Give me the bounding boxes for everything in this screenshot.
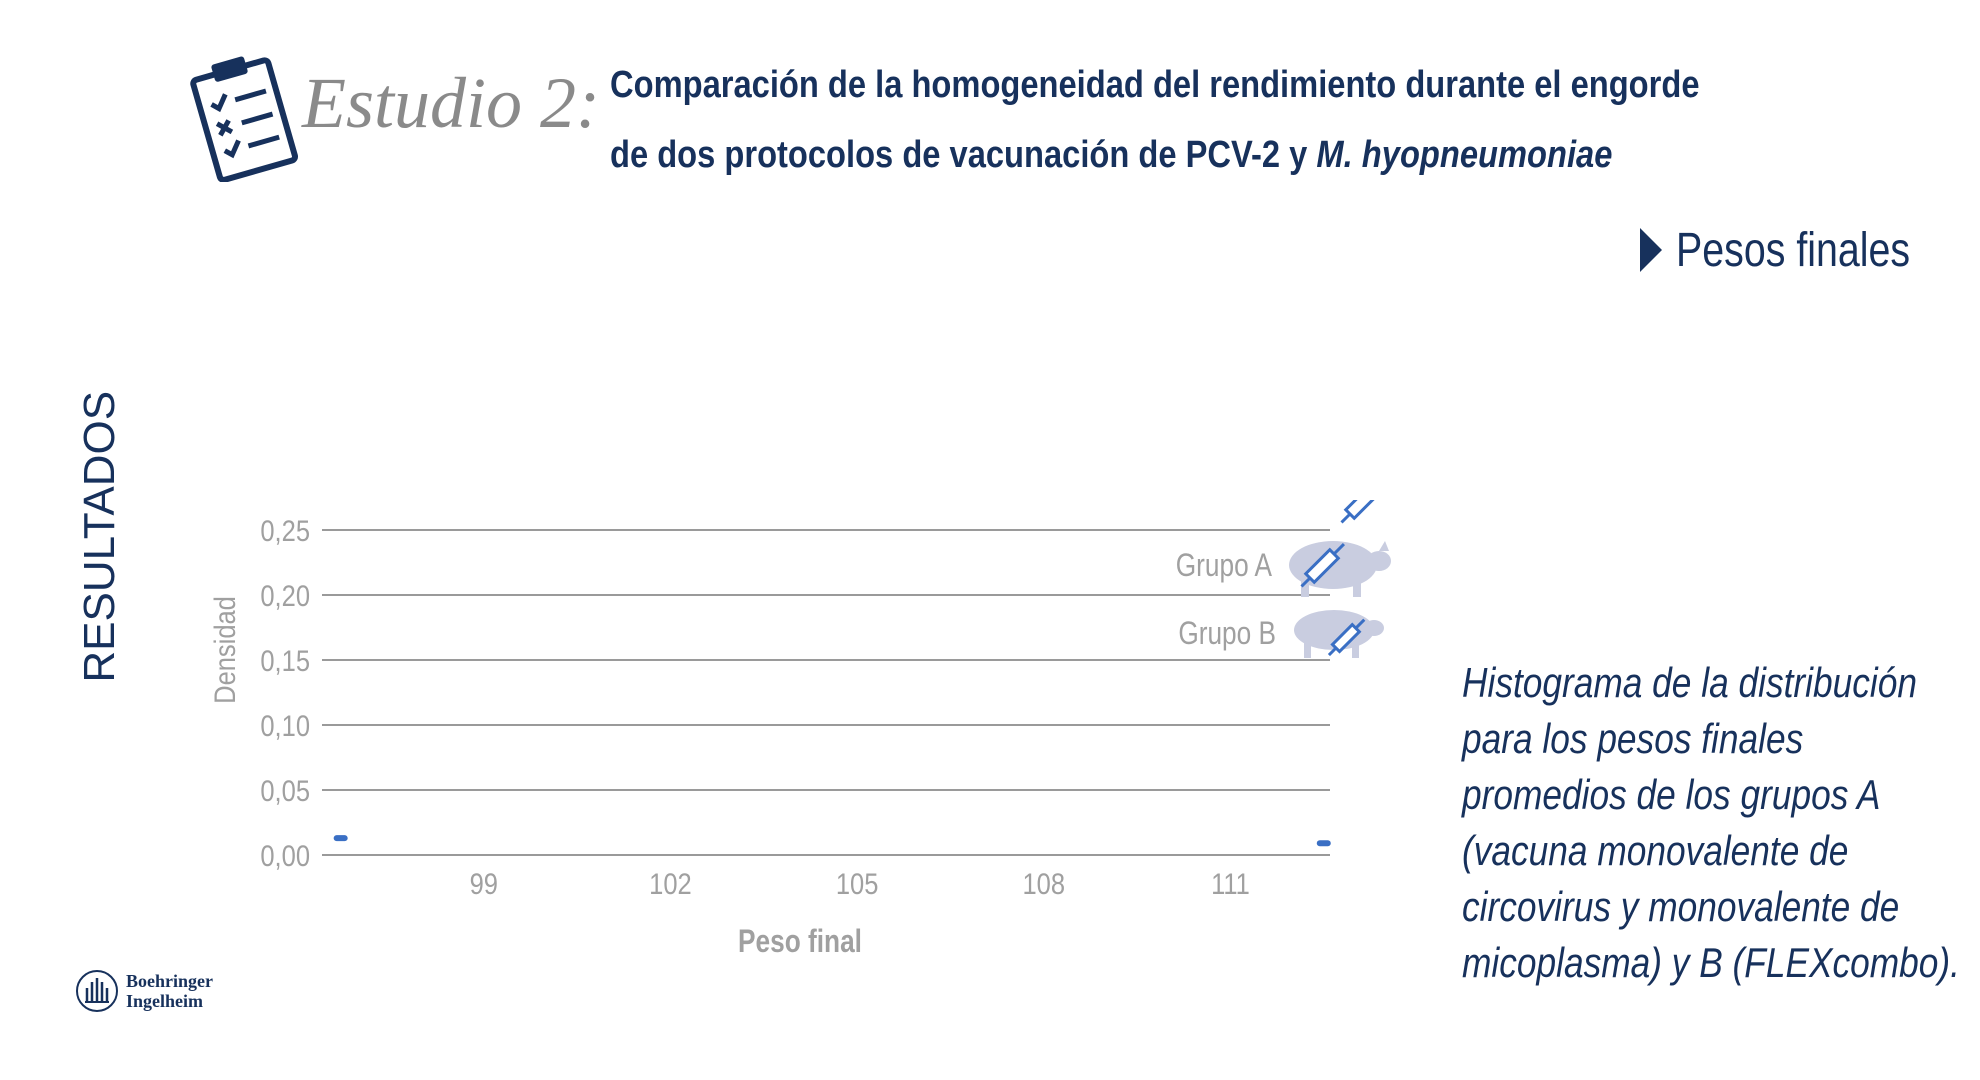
brand-logo: Boehringer Ingelheim xyxy=(74,968,213,1014)
boehringer-logo-icon xyxy=(76,970,118,1012)
chart-description: Histograma de la distribución para los p… xyxy=(1462,655,1960,991)
histogram-chart: 0,000,050,100,150,200,25 99 102 105 108 111 … xyxy=(208,500,1391,960)
description-line: para los pesos finales xyxy=(1462,715,1804,762)
logo-line-1: Boehringer xyxy=(126,971,213,991)
syringe-icon xyxy=(1340,500,1381,524)
title-line-2-text: de dos protocolos de vacunación de PCV-2… xyxy=(610,134,1317,176)
series-layer xyxy=(333,835,1331,847)
y-tick-label: 0,10 xyxy=(260,709,310,742)
description-line: promedios de los grupos A xyxy=(1462,771,1881,818)
x-tick-labels: 99 102 105 108 111 xyxy=(470,867,1250,900)
y-tick-label: 0,20 xyxy=(260,579,310,612)
subheading-text: Pesos finales xyxy=(1676,223,1911,277)
play-triangle-icon xyxy=(1640,228,1662,272)
x-axis-label: Peso final xyxy=(738,925,862,960)
x-tick-label: 108 xyxy=(1023,867,1066,900)
y-axis-label: Densidad xyxy=(208,596,241,704)
subheading: Pesos finales xyxy=(1640,220,1962,280)
study-label: Estudio 2: xyxy=(302,63,600,143)
y-tick-label: 0,15 xyxy=(260,644,310,677)
y-tick-labels: 0,00 0,05 0,10 0,15 0,20 0,25 xyxy=(260,514,310,872)
description-line: (vacuna monovalente de xyxy=(1462,827,1849,874)
description-line: Histograma de la distribución xyxy=(1462,659,1917,706)
title-line-2: de dos protocolos de vacunación de PCV-2… xyxy=(610,120,1754,190)
section-label-text: RESULTADOS xyxy=(75,390,124,683)
x-tick-label: 111 xyxy=(1211,867,1250,900)
grid-layer xyxy=(322,529,1330,856)
x-tick-label: 102 xyxy=(649,867,692,900)
description-line: circovirus y monovalente de xyxy=(1462,883,1900,930)
description-line: micoplasma) y B (FLEXcombo). xyxy=(1462,939,1960,986)
syringe-icon xyxy=(1327,618,1366,657)
legend-label-a: Grupo A xyxy=(1176,549,1273,584)
x-tick-label: 99 xyxy=(470,867,498,900)
y-tick-label: 0,00 xyxy=(260,839,310,872)
syringe-icon xyxy=(1300,542,1346,588)
title-line-1: Comparación de la homogeneidad del rendi… xyxy=(610,64,1700,106)
logo-line-2: Ingelheim xyxy=(126,991,204,1011)
legend-label-b: Grupo B xyxy=(1178,617,1276,652)
legend: Grupo A Grupo B xyxy=(1176,500,1391,658)
pig-icon xyxy=(1294,610,1384,658)
y-tick-label: 0,25 xyxy=(260,514,310,547)
x-tick-label: 105 xyxy=(836,867,879,900)
clipboard-checklist-icon xyxy=(190,56,299,182)
title-line-2-species: M. hyopneumoniae xyxy=(1316,134,1613,176)
page-title: Comparación de la homogeneidad del rendi… xyxy=(610,50,1754,190)
y-tick-label: 0,05 xyxy=(260,774,310,807)
